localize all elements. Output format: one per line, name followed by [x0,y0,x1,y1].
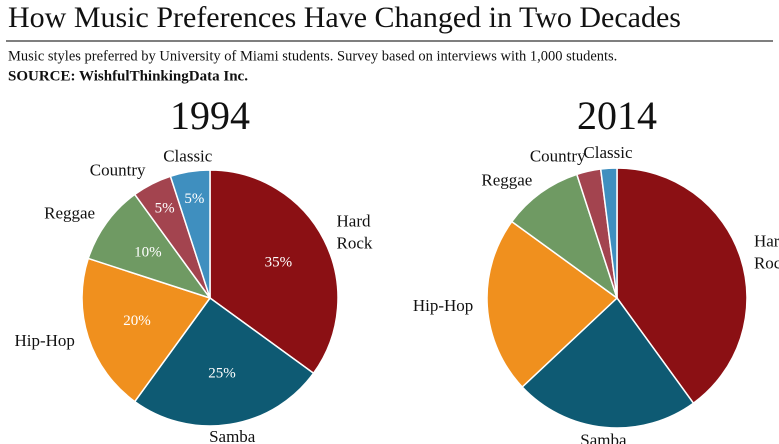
slice-label: Hip-Hop [14,331,74,350]
pie-slice [616,167,748,405]
pie-slice [521,296,695,429]
slice-label: Reggae [481,170,532,189]
value-label: 35% [265,255,293,271]
pie-title: 2014 [577,93,657,138]
pie-slice [486,220,619,389]
pie-slice [209,169,339,375]
value-label: 5% [184,191,204,207]
pie-slice [87,193,212,300]
pie-title: 1994 [170,93,250,138]
slice-label: Country [530,146,586,165]
value-label: 10% [134,244,162,260]
page-title: How Music Preferences Have Changed in Tw… [8,1,681,34]
pie-slice [599,167,618,299]
slice-label: Classic [163,147,213,166]
slice-label: Hip-Hop [413,296,473,315]
slice-label: Reggae [44,203,95,222]
value-label: 5% [155,200,175,216]
slice-label: Samba [209,427,256,444]
pie-slice [133,296,315,427]
slice-label: Samba [580,430,627,444]
slice-label: Hard Rock [754,231,779,272]
subtitle: Music styles preferred by University of … [8,48,617,64]
source: SOURCE: WishfulThinkingData Inc. [8,68,248,84]
slice-label: Hard Rock [337,211,375,252]
pie-slice [510,173,619,300]
slice-label: Classic [583,143,633,162]
pie-slice [169,169,211,299]
value-label: 25% [208,365,236,381]
value-label: 20% [123,313,151,329]
slice-label: Country [90,160,146,179]
pie-slice [81,257,212,403]
